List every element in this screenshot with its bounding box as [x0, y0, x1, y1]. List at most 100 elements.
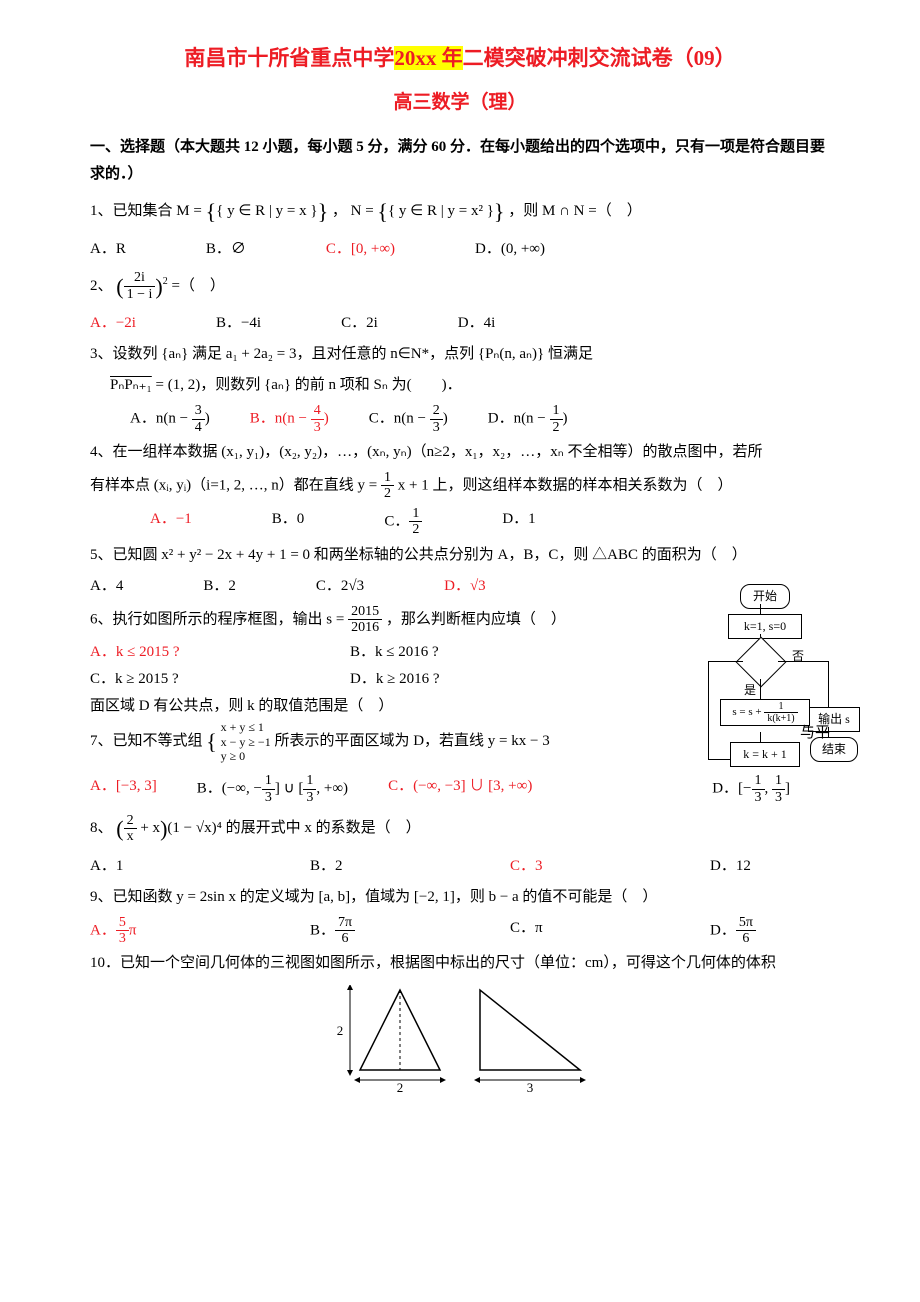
q3-line2b: = (1, 2)，则数列 {aₙ} 的前 n 项和 Sₙ 为( )． [152, 377, 462, 393]
q2-options: A．−2i B．−4i C．2i D．4i [90, 310, 830, 337]
q6-opt-a: A．k ≤ 2015 ? [90, 639, 310, 666]
three-views-figure: 2 2 3 [90, 985, 830, 1105]
q6-frac-d: 2016 [348, 620, 382, 635]
q4-opt-b: B．0 [272, 506, 305, 538]
q9-opt-b: B．7π6 [310, 915, 470, 947]
q8-p1n: 2 [124, 813, 137, 829]
q2-stem-a: 2、 [90, 278, 113, 294]
exam-title: 南昌市十所省重点中学20xx 年二模突破冲刺交流试卷（09） [90, 40, 830, 78]
q2-opt-a: A．−2i [90, 310, 136, 337]
q1-set-m: { y ∈ R | y = x } [216, 203, 317, 219]
q8-opt-b: B．2 [310, 853, 470, 880]
q1-opt-d: D．(0, +∞) [475, 236, 545, 263]
q5-opt-d: D．√3 [444, 573, 486, 600]
q9-opt-a: A．53π [90, 915, 270, 947]
q4-l2b: x + 1 上，则这组样本数据的样本相关系数为（ ） [398, 477, 733, 493]
q8-opt-d: D．12 [710, 853, 751, 880]
q5-opt-a: A．4 [90, 573, 123, 600]
question-4-line2: 有样本点 (xᵢ, yᵢ)（i=1, 2, …, n）都在直线 y = 12 x… [90, 470, 830, 502]
q6-stem-b: ，那么判断框内应填（ ） [386, 611, 566, 627]
q4-opt-c: C．12 [384, 506, 422, 538]
exam-subtitle: 高三数学（理） [90, 86, 830, 120]
q4-l2a: 有样本点 (xᵢ, yᵢ)（i=1, 2, …, n）都在直线 y = [90, 477, 381, 493]
q8-opt-c: C．3 [510, 853, 670, 880]
q9-opt-d: D．5π6 [710, 915, 756, 947]
question-1: 1、已知集合 M = {{ y ∈ R | y = x }} ， N = {{ … [90, 192, 830, 232]
q7-opt-c: C．(−∞, −3] ∪ [3, +∞) [388, 773, 532, 805]
question-3-line1: 3、设数列 {aₙ} 满足 a₁ + 2a₂ = 3，且对任意的 n∈N*，点列… [90, 341, 830, 368]
q2-opt-d: D．4i [458, 310, 496, 337]
q6-frac-n: 2015 [348, 604, 382, 620]
q8-stem-a: 8、 [90, 820, 113, 836]
q4-opt-a: A．−1 [150, 506, 192, 538]
q1-stem-a: 1、已知集合 M = [90, 203, 206, 219]
q2-stem-b: =（ ） [171, 278, 224, 294]
question-7-overlap: 面区域 D 有公共点，则 k 的取值范围是（ ） 7、已知不等式组 { x + … [90, 693, 830, 773]
q4-options: A．−1 B．0 C．12 D．1 [90, 506, 830, 538]
q9-options: A．53π B．7π6 C．π D．5π6 [90, 915, 830, 947]
q4-opt-d: D．1 [502, 506, 535, 538]
q8-options: A．1 B．2 C．3 D．12 [90, 853, 830, 880]
q3-opt-d: D．n(n − 12) [488, 403, 568, 435]
title-post: 二模突破冲刺交流试卷（09） [463, 46, 736, 70]
question-2: 2、 (2i1 − i)2 =（ ） [90, 267, 830, 307]
title-pre: 南昌市十所省重点中学 [184, 46, 394, 70]
flow-no: 否 [792, 646, 804, 668]
section-1-heading: 一、选择题（本大题共 12 小题，每小题 5 分，满分 60 分．在每小题给出的… [90, 134, 830, 188]
question-6: 6、执行如图所示的程序框图，输出 s = 20152016 ，那么判断框内应填（… [90, 604, 830, 636]
question-9: 9、已知函数 y = 2sin x 的定义域为 [a, b]，值域为 [−2, … [90, 884, 830, 911]
q9-opt-c: C．π [510, 915, 670, 947]
q7-opt-a: A．[−3, 3] [90, 773, 157, 805]
q7-opt-b: B．(−∞, −13] ∪ [13, +∞) [197, 773, 348, 805]
question-3-line2: PₙPₙ₊₁ = (1, 2)，则数列 {aₙ} 的前 n 项和 Sₙ 为( )… [90, 372, 830, 399]
q1-opt-a: A．R [90, 236, 126, 263]
q8-opt-a: A．1 [90, 853, 270, 880]
q3-vector: PₙPₙ₊₁ [110, 377, 152, 393]
q6-opt-d: D．k ≥ 2016 ? [350, 666, 439, 693]
q3-opt-c: C．n(n − 23) [369, 403, 448, 435]
q4-frac-d: 2 [381, 486, 394, 501]
q1-stem-c: ，则 M ∩ N =（ ） [508, 203, 641, 219]
q8-stem-b: 的展开式中 x 的系数是（ ） [226, 820, 421, 836]
q8-p1d: x [124, 829, 137, 844]
q2-opt-c: C．2i [341, 310, 378, 337]
question-5: 5、已知圆 x² + y² − 2x + 4y + 1 = 0 和两坐标轴的公共… [90, 542, 830, 569]
q8-p2: (1 − √x)⁴ [167, 820, 221, 836]
q7-ov1b: 7、已知不等式组 [90, 733, 203, 749]
view2-w: 3 [527, 1080, 534, 1095]
q7-sys1: x + y ≤ 1 [221, 720, 264, 734]
question-8: 8、 (2x + x)(1 − √x)⁴ 的展开式中 x 的系数是（ ） [90, 809, 830, 849]
q7-ov1c: 所表示的平面区域为 D，若直线 y = kx − 3 [274, 733, 549, 749]
flow-init: k=1, s=0 [728, 614, 802, 640]
q1-opt-b: B．∅ [206, 236, 246, 263]
q1-opt-c: C．[0, +∞) [326, 236, 395, 263]
q2-frac-den: 1 − i [124, 287, 156, 302]
q1-set-n: { y ∈ R | y = x² } [388, 203, 494, 219]
q3-options: A．n(n − 34) B．n(n − 43) C．n(n − 23) D．n(… [90, 403, 830, 435]
q6-opt-c: C．k ≥ 2015 ? [90, 666, 310, 693]
title-highlight: 20xx 年 [394, 46, 462, 70]
q3-opt-a: A．n(n − 34) [130, 403, 210, 435]
q4-frac-n: 1 [381, 470, 394, 486]
q7-sys2: x − y ≥ −1 [221, 735, 271, 749]
q5-opt-c: C．2√3 [316, 573, 364, 600]
q5-opt-b: B．2 [203, 573, 236, 600]
q8-p1b: + x [137, 820, 160, 836]
q1-stem-b: ， N = [332, 203, 378, 219]
q3-opt-b: B．n(n − 43) [250, 403, 329, 435]
q1-options: A．R B．∅ C．[0, +∞) D．(0, +∞) [90, 236, 830, 263]
q6-opt-b: B．k ≤ 2016 ? [350, 639, 439, 666]
q7-layer-1: 面区域 D 有公共点，则 k 的取值范围是（ ） 7、已知不等式组 { x + … [90, 693, 830, 763]
q2-opt-b: B．−4i [216, 310, 261, 337]
views-svg: 2 2 3 [320, 985, 600, 1095]
flow-start: 开始 [740, 584, 790, 610]
q7-sys3: y ≥ 0 [221, 749, 246, 763]
view1-h: 2 [337, 1023, 344, 1038]
view1-w: 2 [397, 1080, 404, 1095]
q7-ov1a: 面区域 D 有公共点，则 k 的取值范围是（ ） [90, 698, 393, 714]
q6-stem-a: 6、执行如图所示的程序框图，输出 s = [90, 611, 348, 627]
question-10: 10．已知一个空间几何体的三视图如图所示，根据图中标出的尺寸（单位：cm），可得… [90, 950, 830, 977]
q2-frac-num: 2i [124, 270, 156, 286]
q7-ov1d: 与平 [800, 720, 830, 747]
question-4-line1: 4、在一组样本数据 (x₁, y₁)，(x₂, y₂)，…，(xₙ, yₙ)（n… [90, 439, 830, 466]
